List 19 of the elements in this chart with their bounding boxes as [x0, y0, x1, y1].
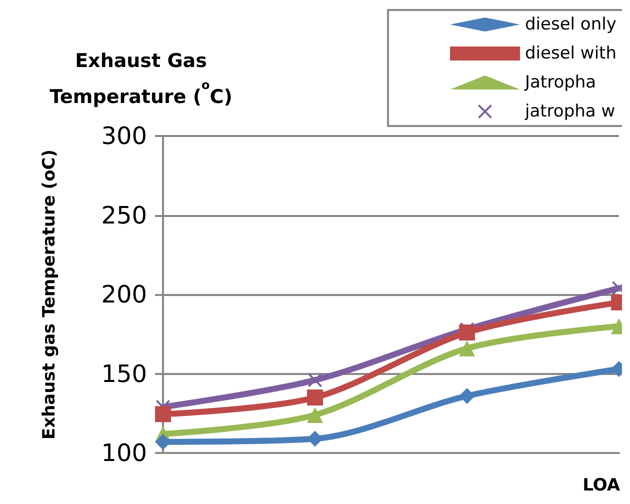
point: [459, 388, 475, 404]
y-tick-label: 200: [101, 280, 147, 308]
point: [307, 430, 323, 447]
point: [459, 340, 475, 356]
legend-label: diesel with: [525, 44, 616, 64]
point: [308, 373, 322, 388]
y-axis-title: Exhaust gas Temperature (oC): [40, 150, 60, 440]
y-tick-label: 150: [101, 360, 147, 388]
legend-label: diesel only: [525, 14, 616, 34]
point: [307, 390, 323, 406]
y-tick-label: 300: [101, 122, 147, 150]
y-tick-label: 250: [101, 201, 147, 230]
legend-label: Jatropha: [524, 72, 596, 92]
x-axis-title: LOA: [582, 476, 621, 496]
point: [307, 406, 323, 423]
point: [459, 324, 475, 341]
point: [155, 406, 171, 422]
y-tick-label: 100: [101, 439, 147, 467]
legend-label: jatropha w: [524, 102, 616, 122]
